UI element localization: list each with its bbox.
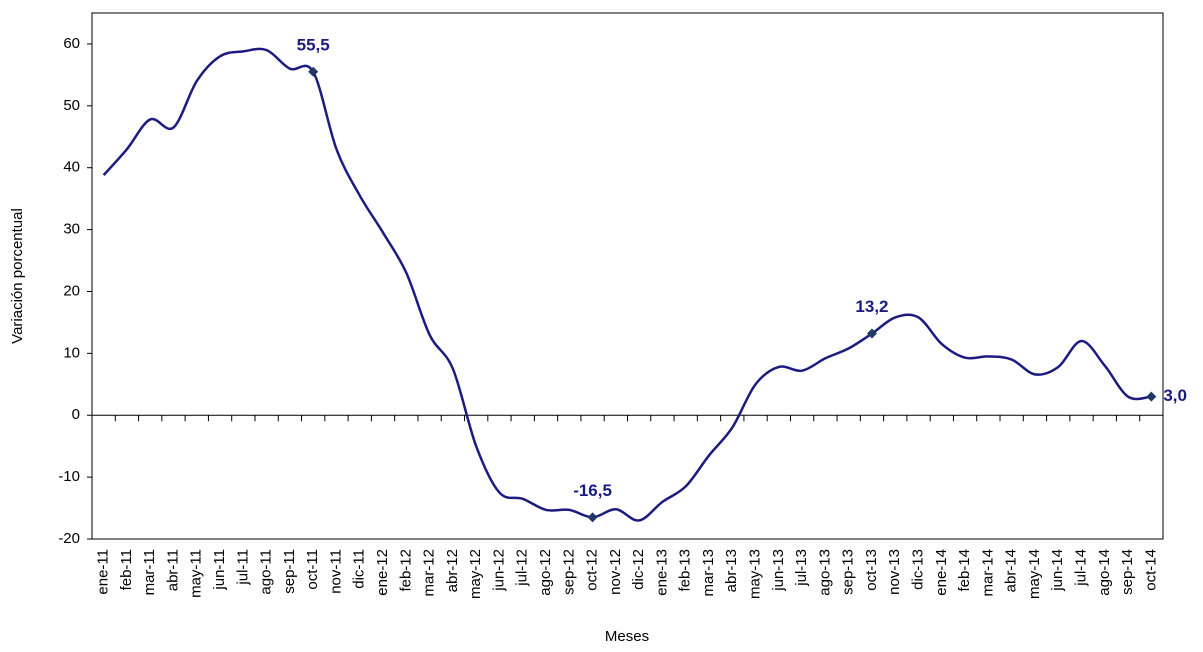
x-tick-label: jul-14 [1072, 549, 1089, 587]
x-tick-label: ago-12 [537, 549, 554, 596]
x-tick-label: may-11 [188, 549, 205, 598]
y-tick-label: -10 [58, 468, 80, 485]
x-tick-label: ago-13 [816, 549, 833, 596]
x-tick-label: oct-13 [863, 549, 880, 591]
x-tick-label: mar-11 [141, 549, 158, 595]
x-tick-label: mar-12 [421, 549, 438, 597]
x-tick-label: oct-12 [584, 549, 601, 591]
x-tick-label: oct-11 [304, 549, 321, 590]
x-tick-label: ene-11 [95, 549, 112, 595]
x-tick-label: oct-14 [1142, 549, 1159, 591]
x-tick-label: jun-13 [770, 549, 787, 592]
x-tick-label: sep-13 [840, 549, 857, 595]
y-tick-label: 40 [63, 159, 80, 176]
x-tick-label: may-13 [747, 549, 764, 599]
x-axis-title: Meses [605, 628, 649, 645]
x-tick-label: ene-13 [653, 549, 670, 596]
y-tick-label: 0 [72, 406, 80, 423]
x-tick-label: sep-12 [560, 549, 577, 595]
y-axis-title: Variación porcentual [9, 208, 26, 344]
y-tick-label: -20 [58, 530, 80, 547]
x-tick-label: jun-11 [211, 549, 228, 591]
x-tick-label: dic-12 [630, 549, 647, 590]
x-tick-label: feb-13 [677, 549, 694, 592]
data-label: 55,5 [297, 35, 330, 54]
data-label: 13,2 [855, 297, 888, 316]
x-tick-label: ene-14 [933, 549, 950, 596]
data-label: -16,5 [573, 481, 612, 500]
x-tick-label: feb-14 [956, 549, 973, 592]
x-tick-label: nov-12 [607, 549, 624, 595]
x-tick-label: jul-11 [234, 549, 251, 586]
x-tick-label: abr-12 [444, 549, 461, 592]
x-tick-label: may-12 [467, 549, 484, 599]
plot-frame [91, 12, 1164, 540]
marker [1146, 391, 1157, 402]
x-tick-label: may-14 [1026, 549, 1043, 599]
x-tick-label: abr-11 [164, 549, 181, 591]
x-tick-label: ago-11 [258, 549, 275, 595]
x-tick-label: abr-13 [723, 549, 740, 592]
y-tick-label: 60 [63, 35, 80, 52]
marker [308, 66, 319, 77]
x-tick-label: feb-12 [397, 549, 414, 592]
x-tick-label: abr-14 [1003, 549, 1020, 592]
x-tick-label: ago-14 [1096, 549, 1113, 596]
x-tick-label: jul-13 [793, 549, 810, 587]
y-tick-label: 30 [63, 221, 80, 238]
x-tick-label: jul-12 [514, 549, 531, 587]
x-tick-label: dic-13 [910, 549, 927, 590]
y-tick-label: 20 [63, 282, 80, 299]
x-tick-label: feb-11 [118, 549, 135, 590]
marker [866, 328, 877, 339]
data-label: 3,0 [1163, 386, 1187, 405]
data-line [102, 47, 1152, 522]
x-tick-label: ene-12 [374, 549, 391, 596]
x-tick-label: nov-11 [327, 549, 344, 594]
marker [587, 512, 598, 523]
y-tick-label: 50 [63, 97, 80, 114]
x-tick-label: mar-14 [979, 549, 996, 597]
x-tick-label: mar-13 [700, 549, 717, 597]
y-tick-label: 10 [63, 344, 80, 361]
x-tick-label: dic-11 [351, 549, 368, 589]
x-tick-label: jun-14 [1049, 549, 1066, 592]
x-tick-label: jun-12 [490, 549, 507, 592]
x-tick-label: sep-14 [1119, 549, 1136, 595]
x-tick-label: nov-13 [886, 549, 903, 595]
x-tick-label: sep-11 [281, 549, 298, 594]
